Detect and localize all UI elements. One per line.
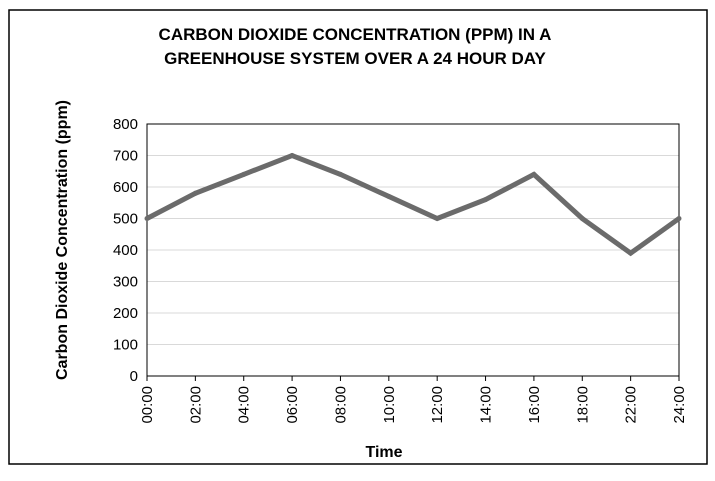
data-point-1200 — [434, 216, 440, 221]
chart-border — [8, 9, 708, 465]
data-point-0400 — [241, 171, 247, 177]
x-axis-ticks: 00:00 02:00 04:00 06:00 08:00 10:00 12:00 14:00… — [139, 376, 688, 424]
data-point-2200 — [628, 250, 634, 256]
data-point-2400 — [676, 216, 682, 221]
y-tick-label-800: 800 — [113, 116, 138, 133]
chart-title-line-1: CARBON DIOXIDE CONCENTRATION (PPM) IN A — [159, 25, 552, 44]
x-tick-label-2400: 24:00 — [671, 386, 688, 424]
y-tick-label-500: 500 — [113, 211, 138, 228]
data-point-0200 — [192, 190, 198, 196]
chart-title-line-2: GREENHOUSE SYSTEM OVER A 24 HOUR DAY — [164, 49, 546, 68]
x-tick-label-0000: 00:00 — [139, 386, 156, 424]
y-tick-label-700: 700 — [113, 148, 138, 165]
y-axis-ticks: 0 100 200 300 400 500 600 700 800 — [113, 116, 138, 385]
gridlines — [147, 155, 679, 345]
x-tick-label-1600: 16:00 — [526, 386, 543, 424]
data-point-0600 — [289, 153, 295, 158]
x-tick-label-0800: 08:00 — [332, 386, 349, 424]
x-tick-label-1000: 10:00 — [381, 386, 398, 424]
series-layer — [144, 152, 682, 257]
x-tick-label-1800: 18:00 — [574, 386, 591, 424]
y-tick-label-0: 0 — [130, 368, 138, 385]
data-point-0000 — [144, 216, 150, 221]
data-point-1400 — [483, 197, 489, 203]
data-point-1800 — [579, 216, 585, 221]
x-tick-label-0200: 02:00 — [187, 386, 204, 424]
plot-area-frame — [146, 123, 680, 377]
data-point-1600 — [531, 171, 537, 177]
data-point-0800 — [337, 171, 343, 177]
y-tick-label-100: 100 — [113, 337, 138, 354]
x-tick-label-0400: 04:00 — [236, 386, 253, 424]
x-tick-label-1200: 12:00 — [429, 386, 446, 424]
y-axis-label: Carbon Dioxide Concentration (ppm) — [54, 100, 71, 380]
x-axis-label: Time — [365, 444, 402, 461]
x-tick-label-1400: 14:00 — [478, 386, 495, 424]
y-tick-label-200: 200 — [113, 305, 138, 322]
x-tick-label-2200: 22:00 — [623, 386, 640, 424]
data-point-1000 — [386, 193, 392, 199]
x-tick-label-0600: 06:00 — [284, 386, 301, 424]
y-tick-label-300: 300 — [113, 274, 138, 291]
y-tick-label-400: 400 — [113, 242, 138, 259]
series-line-0 — [145, 152, 681, 257]
y-tick-label-600: 600 — [113, 179, 138, 196]
